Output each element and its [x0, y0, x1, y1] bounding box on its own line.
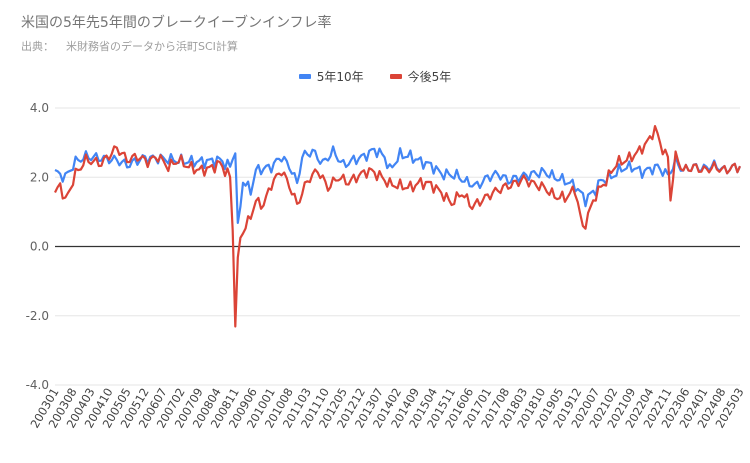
chart-subtitle: 出典： 米財務省のデータから浜町SCI計算 — [21, 38, 238, 54]
source-text: 米財務省のデータから浜町SCI計算 — [66, 40, 238, 53]
y-tick-label: -4.0 — [26, 378, 49, 392]
legend-item-series1[interactable]: 5年10年 — [298, 68, 364, 85]
legend-swatch-series2 — [389, 74, 402, 79]
legend-item-series2[interactable]: 今後5年 — [389, 68, 452, 85]
y-tick-label: 0.0 — [30, 240, 49, 254]
legend-label-series2: 今後5年 — [407, 70, 452, 84]
chart-title: 米国の5年先5年間のブレークイーブンインフレ率 — [21, 15, 332, 31]
legend-swatch-series1 — [298, 74, 311, 79]
y-tick-label: 2.0 — [30, 170, 49, 184]
series-line-1 — [54, 145, 742, 224]
source-label: 出典： — [21, 40, 54, 53]
series-line-2 — [54, 125, 742, 328]
legend: 5年10年 今後5年 — [0, 68, 750, 85]
legend-label-series1: 5年10年 — [316, 70, 364, 84]
y-tick-label: -2.0 — [26, 309, 49, 323]
y-tick-label: 4.0 — [30, 101, 49, 115]
